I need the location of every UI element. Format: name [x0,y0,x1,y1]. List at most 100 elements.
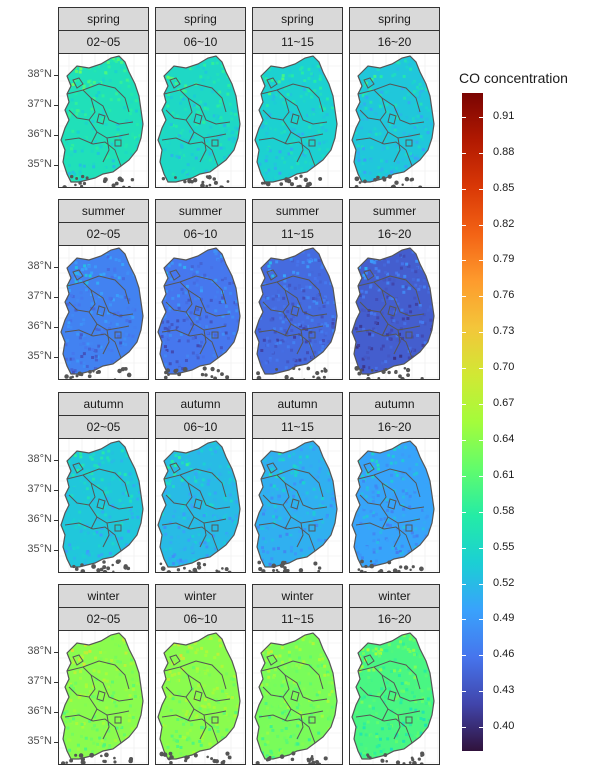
map-svg [253,439,342,572]
raster-cell [72,717,76,721]
raster-cell [141,463,143,467]
raster-cell [181,61,185,65]
island [408,761,412,764]
raster-cell [226,123,230,127]
raster-cell [354,650,358,654]
raster-cell [266,633,270,637]
raster-cell [71,352,75,356]
raster-cell [62,455,66,459]
raster-cell [421,527,425,531]
raster-cell [100,526,104,530]
raster-cell [400,697,404,701]
raster-cell [413,490,417,494]
raster-cell [433,543,434,547]
island [386,570,392,572]
raster-cell [287,86,291,90]
island [322,375,326,379]
region-fill [352,633,434,759]
raster-cell [144,76,147,79]
raster-cell [219,558,223,562]
raster-cell [267,145,271,149]
raster-cell [109,59,113,63]
raster-cell [191,534,195,538]
raster-cell [385,146,389,150]
raster-cell [83,113,87,117]
raster-cell [396,145,400,149]
raster-cell [196,743,200,747]
raster-cell [171,296,175,300]
raster-cell [125,332,129,336]
raster-cell [368,332,372,336]
raster-cell [314,474,318,478]
raster-cell [242,507,245,510]
raster-cell [361,357,365,361]
raster-cell [400,689,404,693]
raster-cell [285,741,289,745]
raster-cell [401,569,404,572]
raster-cell [425,262,429,266]
raster-cell [307,253,311,257]
y-tick-label: 36°N [27,513,52,525]
island [258,566,263,572]
raster-cell [392,319,396,323]
raster-cell [284,249,288,253]
raster-cell [272,515,276,519]
raster-cell [355,345,359,349]
raster-cell [134,92,138,96]
raster-cell [368,57,372,61]
raster-cell [311,541,315,545]
island [403,565,409,570]
raster-cell [168,557,172,561]
raster-cell [130,92,134,96]
raster-cell [219,350,223,354]
raster-cell [206,708,210,712]
raster-cell [135,262,139,266]
raster-cell [142,64,143,68]
raster-cell [205,325,209,329]
raster-cell [177,455,181,459]
raster-cell [140,447,143,451]
raster-cell [242,350,245,353]
raster-cell [96,755,100,759]
province-boundary [161,522,219,552]
raster-cell [200,735,204,739]
raster-cell [321,61,325,65]
raster-cell [281,339,285,343]
raster-cell [265,104,269,108]
raster-cell [201,78,205,82]
raster-cell [72,686,76,690]
raster-cell [374,112,378,116]
raster-cell [223,635,227,639]
raster-cell [281,74,285,78]
province-boundary [90,97,134,125]
raster-cell [73,172,77,176]
raster-cell [318,280,322,284]
raster-cell [373,458,377,462]
province-boundary [266,462,278,474]
raster-cell [222,146,226,150]
facet-strip-period: 02~05 [58,415,149,439]
raster-cell [172,738,176,742]
raster-cell [328,715,332,719]
island [275,367,279,371]
island [167,373,170,377]
raster-cell [109,303,113,307]
raster-cell [391,282,395,286]
raster-cell [273,330,277,334]
raster-cell [99,57,103,61]
raster-cell [239,668,240,672]
raster-cell [92,505,96,509]
raster-cell [391,442,395,446]
raster-cell [88,274,92,278]
raster-cell [141,564,143,567]
raster-cell [377,692,381,696]
map-panel [58,53,149,188]
raster-cell [94,327,98,331]
raster-cell [110,146,114,150]
raster-cell [85,651,89,655]
raster-cell [83,137,87,141]
raster-cell [364,733,368,737]
raster-cell [281,477,285,481]
raster-cell [302,555,306,559]
raster-cell [193,541,197,545]
